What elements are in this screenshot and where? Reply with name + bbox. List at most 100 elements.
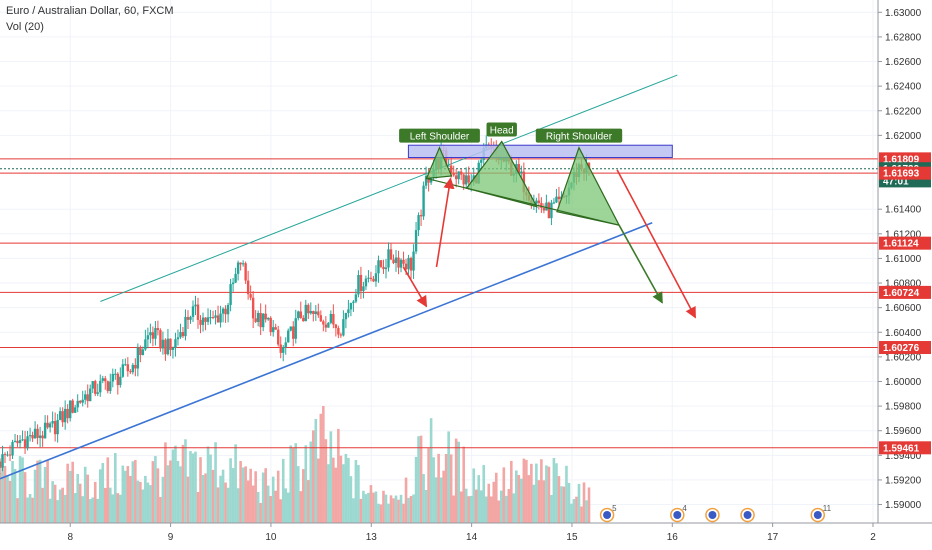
candle-body: [332, 313, 335, 325]
candle-body: [31, 435, 34, 439]
event-count: 4: [682, 504, 687, 513]
volume-bar: [31, 497, 34, 523]
candle-body: [1, 454, 4, 468]
candle-body: [454, 175, 458, 180]
candle-body: [246, 280, 250, 295]
candle-body: [154, 328, 157, 339]
chart-grid: [0, 0, 878, 523]
volume-bar: [344, 453, 348, 523]
candle-body: [412, 251, 415, 271]
volume-bar: [327, 464, 330, 523]
volume-bar: [8, 480, 12, 523]
candle-body: [394, 257, 398, 263]
candle-body: [33, 428, 37, 439]
candle-body: [542, 207, 546, 211]
volume-bar: [0, 473, 2, 523]
volume-bar: [51, 481, 54, 523]
volume-bar: [83, 466, 87, 523]
volume-bar: [585, 500, 588, 523]
volume-bar: [116, 493, 120, 523]
candle-body: [206, 317, 210, 322]
volume-bar: [281, 458, 285, 523]
candle-body: [409, 257, 413, 271]
candle-body: [540, 202, 543, 208]
candle-body: [464, 175, 468, 185]
volume-bar: [537, 480, 541, 523]
volume-bar: [515, 470, 518, 523]
volume-bar: [214, 442, 217, 523]
event-flag-icon: [673, 511, 682, 519]
candle-body: [11, 442, 14, 456]
candle-body: [18, 440, 22, 444]
candle-body: [277, 329, 280, 345]
volume-bar: [424, 489, 428, 523]
volume-bar: [372, 492, 375, 523]
y-tick-label: 1.59800: [885, 402, 922, 413]
candle-body: [384, 267, 388, 270]
volume-bar: [467, 496, 471, 523]
volume-bar: [244, 466, 247, 523]
candle-body: [289, 326, 292, 331]
volume-bar: [56, 500, 59, 523]
volume-bar: [111, 494, 115, 523]
volume-bar: [251, 485, 255, 523]
candle-body: [520, 171, 523, 173]
candle-body: [241, 263, 245, 265]
candle-body: [287, 330, 290, 343]
x-tick-label: 17: [767, 532, 779, 543]
candle-body: [149, 332, 152, 336]
volume-bars: [0, 406, 591, 523]
candle-body: [38, 435, 42, 438]
y-tick-label: 1.61000: [885, 254, 922, 265]
candle-body: [480, 160, 483, 163]
x-tick-label: 14: [466, 532, 478, 543]
candle-body: [284, 342, 287, 348]
candle-body: [71, 400, 74, 413]
volume-bar: [439, 477, 443, 523]
channel-lower-line: [0, 221, 653, 480]
volume-bar: [81, 496, 85, 523]
volume-bar: [567, 482, 571, 523]
volume-bar: [211, 469, 215, 523]
candle-body: [124, 364, 127, 366]
candle-body: [234, 273, 237, 283]
volume-bar: [332, 457, 335, 523]
volume-bar: [580, 506, 583, 523]
volume-bar: [286, 492, 290, 523]
x-tick-label: 2: [870, 532, 876, 543]
candle-body: [189, 316, 192, 320]
volume-bar: [299, 491, 303, 523]
candle-body: [429, 178, 433, 183]
volume-bar: [53, 484, 57, 523]
candle-body: [319, 315, 323, 322]
volume-bar: [507, 489, 511, 523]
candle-body: [334, 324, 338, 329]
candle-body: [555, 196, 558, 203]
volume-bar: [121, 465, 125, 523]
volume-bar: [169, 460, 172, 523]
candle-body: [219, 313, 222, 323]
volume-bar: [565, 465, 568, 523]
candle-body: [329, 313, 333, 323]
y-tick-label: 1.60000: [885, 377, 922, 388]
volume-bar: [469, 495, 473, 523]
candle-body: [550, 202, 553, 219]
candle-body: [352, 301, 355, 304]
y-tick-label: 1.60200: [885, 352, 922, 363]
volume-bar: [510, 460, 513, 523]
y-tick-label: 1.62000: [885, 131, 922, 142]
candle-body: [119, 376, 122, 386]
volume-bar: [36, 460, 39, 523]
candle-body: [457, 171, 460, 180]
volume-bar: [23, 472, 27, 523]
volume-bar: [412, 494, 415, 523]
volume-bar: [171, 449, 175, 523]
volume-bar: [294, 443, 298, 523]
candle-body: [111, 373, 114, 382]
volume-bar: [194, 451, 197, 523]
candle-body: [131, 364, 135, 373]
candle-body: [179, 332, 182, 338]
volume-bar: [88, 499, 92, 523]
price-tag-label: 47:01: [883, 176, 909, 187]
